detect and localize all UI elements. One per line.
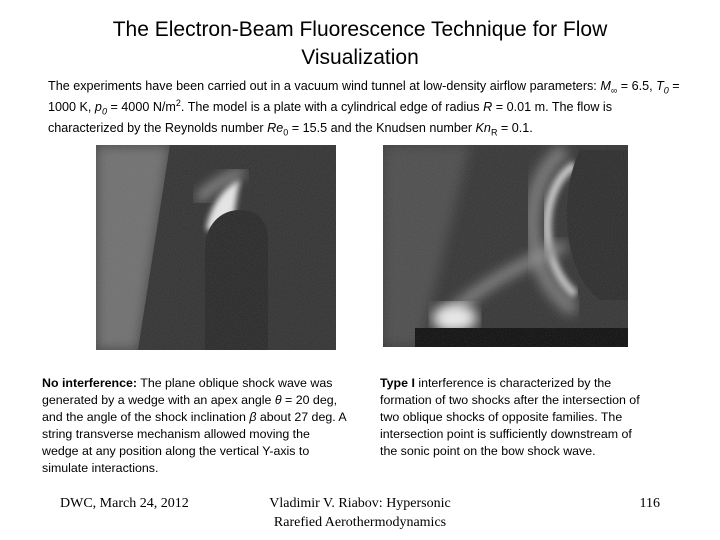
symbol: 0 — [663, 85, 669, 96]
text: = 1000 K, — [48, 79, 680, 114]
text: interference is characterized by the for… — [380, 376, 640, 458]
symbol: Kn — [475, 121, 491, 135]
text: = 4000 N/m — [106, 100, 176, 114]
intro-text: The experiments have been carried out in… — [48, 76, 688, 139]
subscript: 0 — [283, 127, 289, 138]
caption-heading: Type I — [380, 376, 415, 390]
symbol: 0 — [101, 106, 107, 117]
caption-heading: No interference: — [42, 376, 138, 390]
subscript: R — [490, 127, 498, 138]
symbol: Re — [267, 121, 284, 135]
subscript: ∞ — [610, 85, 618, 96]
photo-type-one — [383, 145, 628, 347]
text: about 27 deg. A string transverse mechan… — [42, 410, 347, 475]
text: The experiments have been carried out in… — [48, 79, 601, 93]
text: = 0.01 m. The flow is characterized by t… — [48, 100, 613, 135]
text: = 15.5 and the Knudsen number — [288, 121, 476, 135]
symbol: β — [249, 410, 257, 424]
caption-right: Type I interference is characterized by … — [380, 375, 650, 460]
footer-page: 116 — [639, 496, 660, 511]
text: = 0.1. — [497, 121, 533, 135]
caption-left: No interference: The plane oblique shock… — [42, 375, 347, 477]
text: = 20 deg, and the angle of the shock inc… — [42, 393, 338, 424]
text: = 6.5, — [617, 79, 657, 93]
text: . The model is a plate with a cylindrica… — [180, 100, 484, 114]
symbol: T — [656, 79, 664, 93]
photo-no-interference — [96, 145, 336, 350]
subscript: 0 — [664, 86, 669, 96]
footer-author: Vladimir V. Riabov: Hypersonic Rarefied … — [269, 496, 451, 530]
slide-title: The Electron-Beam Fluorescence Technique… — [112, 18, 608, 69]
text: The plane oblique shock wave was generat… — [42, 376, 333, 407]
subscript: 0 — [102, 107, 107, 117]
symbol: R — [483, 100, 493, 114]
symbol: θ — [274, 393, 282, 407]
symbol: M — [600, 79, 611, 93]
symbol: p — [94, 100, 102, 114]
superscript: 2 — [175, 97, 181, 108]
footer-date: DWC, March 24, 2012 — [60, 496, 189, 511]
